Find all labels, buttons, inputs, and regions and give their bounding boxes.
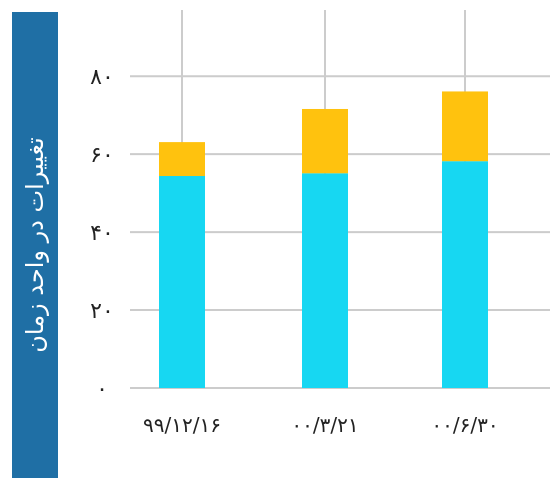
y-tick-label-0: ۰ — [96, 377, 108, 402]
bar-segment-1-series-0 — [302, 173, 348, 388]
axis-title-panel — [12, 12, 58, 478]
x-tick-label-2: ۰۰/۶/۳۰ — [431, 413, 498, 437]
bar-segment-0-series-1 — [159, 142, 205, 177]
bar-segment-2-series-0 — [442, 161, 488, 388]
x-tick-label-0: ۹۹/۱۲/۱۶ — [143, 413, 221, 437]
y-tick-label-3: ۶۰ — [90, 143, 114, 168]
bar-segment-0-series-0 — [159, 176, 205, 388]
y-tick-label-2: ۴۰ — [90, 221, 114, 246]
x-tick-label-1: ۰۰/۳/۲۱ — [291, 413, 358, 437]
bar-segment-1-series-1 — [302, 108, 348, 174]
y-tick-label-4: ۸۰ — [90, 65, 114, 90]
bar-segment-2-series-1 — [442, 91, 488, 162]
y-tick-label-1: ۲۰ — [90, 299, 114, 324]
